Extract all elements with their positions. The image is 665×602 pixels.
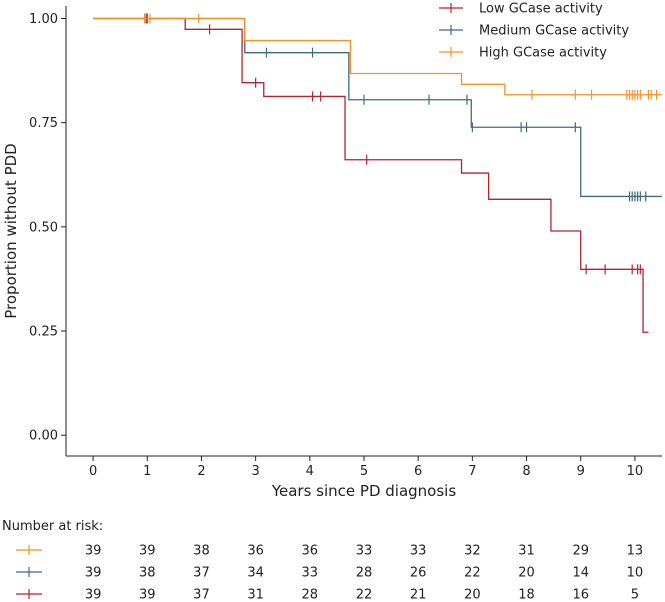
risk-count: 5 (631, 588, 639, 602)
series-line (93, 17, 649, 333)
x-tick-label: 10 (627, 464, 644, 479)
series-0 (93, 13, 649, 333)
survival-curves (93, 13, 662, 333)
risk-count: 28 (356, 566, 373, 581)
y-tick-label: 0.25 (29, 325, 58, 340)
x-tick-label: 6 (414, 464, 422, 479)
legend-label: Low GCase activity (479, 2, 603, 17)
y-tick-label: 0.75 (29, 116, 58, 131)
x-tick-label: 7 (468, 464, 476, 479)
series-2 (93, 13, 662, 100)
risk-count: 20 (518, 566, 535, 581)
x-tick-label: 0 (89, 464, 97, 479)
x-tick-label: 5 (360, 464, 368, 479)
risk-table-title: Number at risk: (2, 519, 103, 534)
legend: Low GCase activity Medium GCase activity H… (439, 2, 629, 61)
risk-count: 22 (356, 588, 373, 602)
risk-count: 33 (356, 544, 373, 559)
x-tick-label: 9 (577, 464, 585, 479)
risk-count: 38 (139, 566, 156, 581)
risk-count: 18 (518, 588, 535, 602)
series-1 (93, 13, 662, 202)
x-tick-label: 1 (143, 464, 151, 479)
risk-count: 13 (627, 544, 644, 559)
risk-row: 39 39 38 36 36 33 33 32 31 29 13 (16, 544, 643, 559)
risk-count: 31 (247, 588, 264, 602)
x-tick-label: 3 (251, 464, 259, 479)
risk-count: 39 (139, 544, 156, 559)
risk-count: 14 (572, 566, 589, 581)
risk-count: 22 (464, 566, 481, 581)
y-tick-label: 0.50 (29, 220, 58, 235)
risk-table: 39 39 38 36 36 33 33 32 31 29 13 39 38 37 34 33 28 26 22 20… (16, 544, 643, 602)
risk-count: 26 (410, 566, 427, 581)
legend-label: Medium GCase activity (479, 24, 629, 39)
risk-count: 39 (139, 588, 156, 602)
risk-count: 31 (518, 544, 535, 559)
risk-count: 39 (85, 588, 102, 602)
risk-count: 36 (302, 544, 319, 559)
x-tick-label: 4 (306, 464, 314, 479)
risk-count: 38 (193, 544, 210, 559)
risk-count: 28 (302, 588, 319, 602)
risk-count: 34 (247, 566, 264, 581)
risk-count: 39 (85, 544, 102, 559)
risk-row: 39 38 37 34 33 28 26 22 20 14 10 (16, 566, 643, 581)
risk-count: 37 (193, 588, 210, 602)
risk-count: 21 (410, 588, 427, 602)
risk-count: 36 (247, 544, 264, 559)
risk-count: 10 (627, 566, 644, 581)
x-tick-label: 8 (522, 464, 530, 479)
risk-count: 33 (302, 566, 319, 581)
x-tick-label: 2 (197, 464, 205, 479)
risk-count: 16 (572, 588, 589, 602)
risk-count: 33 (410, 544, 427, 559)
risk-count: 20 (464, 588, 481, 602)
risk-row: 39 39 37 31 28 22 21 20 18 16 5 (16, 588, 639, 602)
risk-count: 32 (464, 544, 481, 559)
series-line (93, 17, 662, 96)
risk-count: 39 (85, 566, 102, 581)
y-tick-label: 0.00 (29, 429, 58, 444)
x-axis-label: Years since PD diagnosis (271, 482, 457, 500)
axes: 0.00 0.25 0.50 0.75 1.00 0 1 2 3 4 5 6 7 8 9 10 (29, 6, 662, 479)
legend-label: High GCase activity (479, 46, 607, 61)
risk-count: 29 (572, 544, 589, 559)
y-tick-label: 1.00 (29, 12, 58, 27)
risk-count: 37 (193, 566, 210, 581)
y-axis-label: Proportion without PDD (2, 143, 20, 318)
